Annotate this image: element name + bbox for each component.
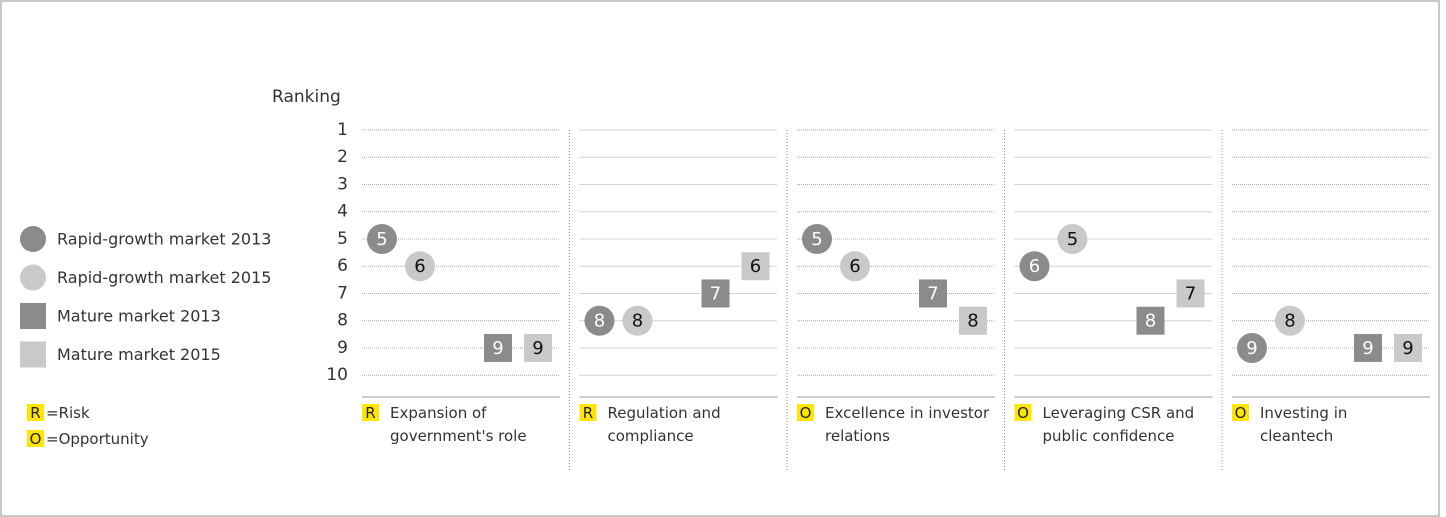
marker: [1057, 223, 1088, 254]
badge: [797, 404, 814, 421]
y-tick-label: 6: [337, 256, 348, 276]
badge: [27, 430, 44, 447]
badge: [362, 404, 379, 421]
marker: [1136, 306, 1165, 335]
y-tick-label: 8: [337, 311, 348, 331]
marker: [802, 223, 832, 254]
badge-text: O: [1017, 404, 1029, 422]
badge-text: O: [1235, 404, 1247, 422]
data-label: 9: [1402, 338, 1413, 359]
data-label: 9: [492, 338, 503, 359]
data-label: 5: [811, 229, 822, 250]
marker: [919, 279, 947, 308]
marker: [1019, 251, 1050, 282]
data-label: 6: [750, 256, 761, 277]
marker: [959, 306, 987, 335]
badge: [1232, 404, 1249, 421]
marker: [840, 251, 870, 282]
badge-text: O: [30, 430, 42, 448]
marker: [484, 333, 512, 362]
badge: [27, 404, 44, 421]
data-label: 5: [376, 229, 387, 250]
data-label: 8: [1145, 311, 1156, 332]
marker: [524, 333, 552, 362]
marker: [1354, 333, 1382, 362]
y-tick-label: 4: [337, 202, 348, 222]
badge-text: R: [365, 404, 375, 422]
category-label: Leveraging CSR and public confidence: [1042, 404, 1195, 445]
badge-key-text: =Opportunity: [46, 430, 149, 448]
badge: [579, 404, 597, 421]
data-label: 9: [532, 338, 543, 359]
y-tick-label: 1: [337, 120, 348, 140]
data-label: 5: [1067, 229, 1078, 250]
marker: [1394, 333, 1422, 362]
y-tick-label: 3: [337, 174, 348, 194]
marker: [1176, 279, 1205, 308]
y-tick-label: 9: [337, 338, 348, 358]
badge: [1014, 404, 1032, 421]
category-label: Regulation and compliance: [607, 404, 721, 445]
category-label: Expansion of government's role: [390, 404, 527, 445]
data-label: 7: [927, 283, 938, 304]
data-label: 8: [967, 311, 978, 332]
data-label: 9: [1362, 338, 1373, 359]
data-label: 7: [1185, 283, 1196, 304]
legend-marker: [20, 341, 46, 368]
y-tick-label: 5: [337, 229, 348, 249]
legend-label: Rapid-growth market 2015: [57, 268, 271, 287]
marker: [367, 223, 397, 254]
category-label: Investing in cleantech: [1260, 404, 1348, 445]
marker: [741, 252, 770, 281]
data-label: 8: [1284, 311, 1295, 332]
marker: [1237, 332, 1267, 363]
badge-text: R: [583, 404, 593, 422]
legend-label: Mature market 2015: [57, 345, 221, 364]
legend-label: Rapid-growth market 2013: [57, 230, 271, 249]
y-tick-label: 10: [326, 365, 348, 385]
y-tick-label: 2: [337, 147, 348, 167]
legend-marker: [20, 303, 46, 329]
data-label: 6: [414, 256, 425, 277]
data-label: 6: [1029, 256, 1040, 277]
data-label: 6: [849, 256, 860, 277]
legend-label: Mature market 2013: [57, 307, 221, 326]
badge-key-text: =Risk: [46, 404, 90, 422]
legend-marker: [20, 264, 46, 291]
data-label: 9: [1246, 338, 1257, 359]
data-label: 8: [594, 311, 605, 332]
category-label: Excellence in investor relations: [825, 404, 990, 445]
badge-text: R: [30, 404, 40, 422]
legend-marker: [20, 226, 46, 252]
marker: [622, 305, 653, 336]
badge-text: O: [800, 404, 812, 422]
y-axis-label: Ranking: [272, 87, 341, 107]
y-tick-label: 7: [337, 283, 348, 303]
marker: [1275, 305, 1305, 336]
marker: [405, 251, 435, 282]
marker: [701, 279, 730, 308]
data-label: 7: [710, 283, 721, 304]
marker: [584, 305, 615, 336]
data-label: 8: [632, 311, 643, 332]
